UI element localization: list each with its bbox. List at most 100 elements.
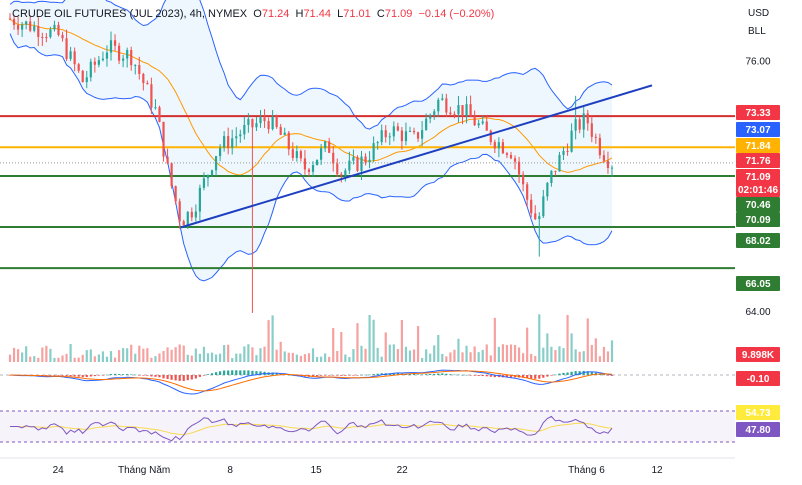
volume-bar [360, 345, 363, 362]
candle-body [360, 156, 363, 171]
candle-body [93, 61, 96, 65]
candle-body [388, 136, 391, 138]
candle-body [210, 170, 214, 176]
candle-body [477, 123, 480, 126]
candle-body [538, 216, 541, 220]
trendline-segment [180, 84, 653, 229]
volume-bar [178, 344, 181, 362]
candle-body [352, 157, 355, 161]
macd-hist-bar [328, 375, 331, 376]
volume-bar [243, 346, 246, 362]
volume-bar [517, 347, 521, 362]
candle-body [97, 60, 100, 65]
volume-bar [404, 346, 408, 362]
candle-body [287, 132, 290, 150]
volume-bar [206, 353, 210, 362]
macd-hist-bar [190, 375, 193, 380]
price-tag-text: -0.10 [747, 374, 770, 385]
volume-bar [287, 352, 290, 362]
low-value: 71.01 [343, 8, 371, 20]
candles [8, 13, 614, 314]
macd-hist-bar [320, 375, 323, 376]
candle-body [190, 211, 193, 218]
candle-body [85, 77, 88, 83]
candle-body [429, 114, 432, 119]
candle-body [522, 174, 525, 185]
volume-bar [513, 344, 517, 362]
candle-body [526, 184, 529, 200]
volume-bar [344, 354, 347, 362]
macd-hist-bar [154, 375, 157, 377]
volume-bar [324, 353, 327, 362]
volume-bar [182, 345, 185, 362]
volume-bar [122, 348, 125, 362]
price-tag-text: 66.05 [745, 279, 770, 290]
macd-hist-bar [85, 375, 88, 378]
candle-body [400, 130, 404, 142]
volume-bar [416, 326, 420, 362]
macd-hist-bar [465, 374, 468, 376]
candle-body [61, 34, 64, 39]
price-tag-text: 73.33 [745, 108, 770, 119]
price-axis-tick: 76.00 [745, 56, 770, 67]
price-tag [736, 371, 780, 386]
trendline[interactable] [180, 84, 653, 229]
candle-body [392, 126, 395, 137]
macd-hist-bar [441, 373, 444, 375]
volume-bar [283, 351, 286, 362]
volume-bar [388, 344, 391, 362]
candle-body [218, 147, 222, 157]
candle-body [332, 152, 335, 164]
plot-background [0, 0, 735, 485]
candle-body [550, 170, 553, 183]
candle-body [227, 136, 230, 149]
candle-body [21, 24, 24, 30]
candle-body [259, 117, 262, 124]
bb-lower-line [9, 33, 613, 282]
macd-hist-bar [150, 375, 153, 377]
candle-body [158, 107, 161, 122]
horizontal-levels [0, 115, 735, 270]
macd-hist-bar [530, 375, 533, 379]
candle-body [473, 116, 476, 126]
volume-bar [534, 356, 537, 362]
volume-bar [89, 349, 92, 362]
volume-bar [408, 350, 412, 362]
macd-hist-bar [53, 375, 56, 376]
macd-hist-bar [586, 371, 589, 375]
candle-body [457, 105, 460, 115]
time-axis-tick: 24 [53, 465, 65, 476]
volume-bar [530, 353, 533, 362]
macd-hist-bar [481, 375, 484, 377]
candle-body [481, 121, 484, 124]
macd-hist-bar [332, 375, 335, 376]
candle-body [441, 98, 444, 100]
axes: 76.00 64.00 24 Tháng Năm 8 15 22 Tháng 6 12 [0, 56, 771, 476]
macd-hist-bar [271, 372, 274, 375]
macd-hist-bar [69, 375, 72, 377]
macd-hist-bar [526, 375, 529, 379]
time-axis-tick: 12 [651, 465, 663, 476]
volume-bar [437, 334, 440, 362]
macd-hist-bar [210, 373, 214, 375]
change-value: −0.14 (−0.20%) [418, 8, 495, 20]
macd-hist-bar [356, 375, 359, 376]
volume-bar [93, 356, 96, 362]
macd-hist-bar [546, 375, 549, 377]
volume-bar [481, 349, 484, 362]
candle-body [109, 40, 113, 53]
macd-hist-bar [315, 375, 319, 377]
macd-hist-bar [259, 371, 262, 375]
macd-hist-bar [202, 375, 206, 376]
volume-bar [348, 357, 351, 362]
volume-bar [214, 354, 218, 362]
volume-bar [218, 353, 222, 362]
macd-hist-bar [368, 374, 371, 376]
volume-bar [372, 319, 375, 362]
chart-header: CRUDE OIL FUTURES (JUL 2023), 4h, NYMEX … [12, 8, 494, 20]
candle-body [554, 170, 557, 172]
candle-body [307, 169, 311, 172]
rsi-ma-line [10, 422, 613, 436]
macd-hist-bar [287, 374, 290, 376]
